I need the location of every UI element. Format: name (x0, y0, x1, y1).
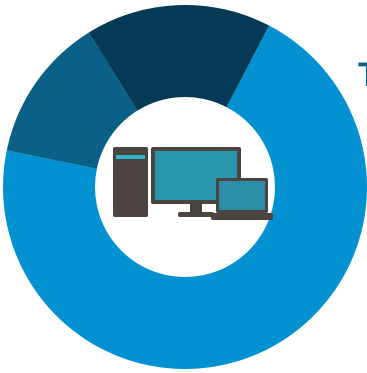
desktop-tower-icon (113, 147, 148, 217)
laptop-icon (211, 178, 273, 220)
computer-devices-icon (113, 147, 273, 220)
donut-slice-3 (88, 4, 270, 187)
edge-text: T (358, 58, 367, 92)
